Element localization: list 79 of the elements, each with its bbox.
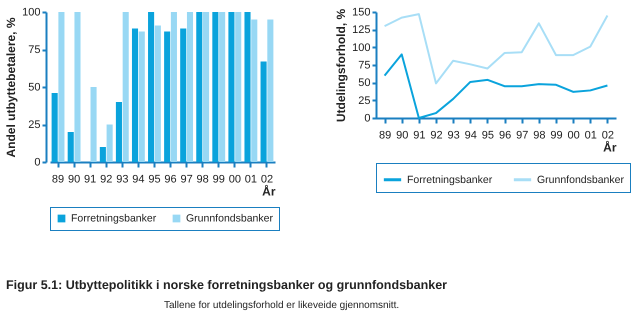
x-tick-label: 89 <box>378 130 392 142</box>
bar <box>196 12 202 162</box>
bar <box>148 12 154 162</box>
y-tick-label: 25 <box>358 94 370 107</box>
y-tick-label: 25 <box>28 119 40 131</box>
x-tick-label: 94 <box>464 130 477 142</box>
bar <box>235 12 242 162</box>
x-tick-label: 95 <box>482 130 494 142</box>
bar <box>74 12 81 162</box>
line-series <box>384 13 608 84</box>
x-tick-label: 90 <box>68 174 80 186</box>
bar <box>251 20 258 162</box>
x-tick-label: 01 <box>584 130 597 142</box>
x-tick-label: 02 <box>260 174 274 186</box>
bar <box>90 87 97 162</box>
bar <box>212 12 218 162</box>
x-tick-label: 92 <box>430 130 443 142</box>
y-axis-title: Utdelingsforhold, % <box>334 8 348 122</box>
x-tick-label: 97 <box>180 174 193 186</box>
x-tick-label: 93 <box>448 130 460 142</box>
x-tick-label: 98 <box>533 130 546 142</box>
bar <box>100 147 106 162</box>
line-series <box>384 53 608 119</box>
legend-label: Grunnfondsbanker <box>186 212 274 224</box>
bar <box>154 26 161 162</box>
x-tick-label: 89 <box>52 174 64 186</box>
bar <box>164 32 170 162</box>
y-tick-label: 75 <box>358 60 370 72</box>
x-tick-label: 00 <box>568 130 580 142</box>
bar <box>170 12 177 162</box>
y-tick-label: 50 <box>358 77 370 90</box>
bar <box>138 32 145 162</box>
x-tick-label: 98 <box>196 174 209 186</box>
y-tick-label: 100 <box>22 6 40 18</box>
y-tick-label: 0 <box>34 156 40 168</box>
x-tick-label: 91 <box>413 130 426 142</box>
bar <box>122 12 129 162</box>
x-tick-label: 91 <box>84 174 96 186</box>
bar <box>228 12 234 162</box>
x-tick-label: 97 <box>516 130 528 142</box>
text: Tallene for utdelingsforhold er likeveide gjennomsnitt. <box>164 300 400 311</box>
x-tick-label: 99 <box>212 174 225 186</box>
x-tick-label: 93 <box>116 174 128 186</box>
bar <box>68 132 74 162</box>
legend-label: Forretningsbanker <box>71 212 157 224</box>
x-axis-title: År <box>603 140 617 154</box>
x-tick-label: 96 <box>498 130 512 142</box>
y-axis-title: Andel utbyttebetalere, % <box>4 17 18 158</box>
x-tick-label: 92 <box>100 174 112 186</box>
bar <box>244 12 251 162</box>
bar <box>52 93 58 162</box>
bar <box>132 28 138 162</box>
bar <box>180 28 186 162</box>
x-tick-label: 96 <box>164 174 177 186</box>
bar <box>219 12 226 162</box>
bar <box>260 62 267 162</box>
bar <box>267 20 274 162</box>
y-tick-label: 150 <box>352 6 370 18</box>
x-tick-label: 01 <box>244 174 258 186</box>
y-tick-label: 0 <box>364 112 370 124</box>
x-axis-title: År <box>262 184 276 198</box>
bar <box>203 12 210 162</box>
bar <box>106 124 113 162</box>
x-tick-label: 99 <box>550 130 563 142</box>
x-tick-label: 02 <box>602 130 614 142</box>
bar <box>186 12 194 162</box>
legend-label: Grunnfondsbanker <box>537 174 624 186</box>
text: Figur 5.1: Utbyttepolitikk i norske forretningsbanker og grunnfondsbanker <box>6 278 448 292</box>
legend-label: Forretningsbanker <box>407 174 493 186</box>
y-tick-label: 50 <box>28 82 40 94</box>
y-tick-label: 100 <box>352 42 370 54</box>
x-tick-label: 94 <box>132 174 145 186</box>
bar <box>58 12 64 162</box>
y-tick-label: 125 <box>352 24 370 36</box>
x-tick-label: 90 <box>396 130 408 142</box>
y-tick-label: 75 <box>28 44 40 56</box>
bar <box>116 102 122 162</box>
x-tick-label: 95 <box>148 174 161 186</box>
x-tick-label: 00 <box>228 174 241 186</box>
